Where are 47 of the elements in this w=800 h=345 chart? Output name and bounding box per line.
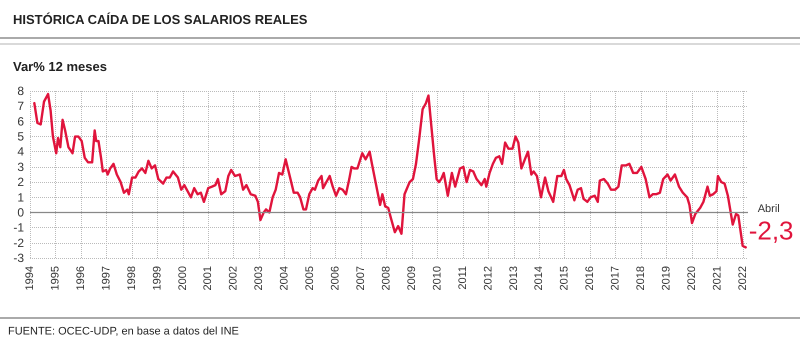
y-tick-label: -1 (13, 220, 24, 235)
x-tick-label: 2018 (635, 266, 648, 290)
y-tick-label: 7 (17, 99, 24, 114)
y-tick-label: 6 (17, 114, 24, 128)
x-tick-label: 2002 (228, 266, 240, 290)
chart-subtitle: Var% 12 meses (13, 59, 107, 74)
x-tick-label: 1995 (49, 266, 62, 290)
x-tick-label: 2001 (202, 266, 214, 290)
x-tick-label: 2022 (736, 266, 749, 290)
x-tick-label: 2014 (533, 266, 546, 290)
x-tick-label: 2003 (253, 266, 266, 290)
x-tick-label: 2016 (584, 266, 596, 290)
x-tick-label: 1997 (100, 266, 112, 290)
y-tick-label: 8 (17, 84, 24, 98)
y-tick-label: 1 (17, 190, 24, 204)
x-tick-label: 2021 (711, 266, 724, 290)
y-tick-label: -2 (13, 236, 24, 250)
y-tick-label: 4 (17, 144, 24, 159)
x-tick-label: 2004 (278, 266, 291, 290)
y-tick-label: 5 (17, 130, 24, 144)
x-tick-label: 1996 (74, 266, 87, 290)
annotation: -2,3 (748, 215, 794, 246)
x-tick-label: 2010 (431, 266, 444, 290)
x-tick-label: 2012 (482, 266, 494, 290)
x-tick-label: 2015 (558, 266, 571, 290)
y-tick-label: 3 (17, 160, 24, 174)
source-note: FUENTE: OCEC-UDP, en base a datos del INE (8, 326, 239, 338)
x-tick-label: 1994 (24, 266, 36, 290)
x-tick-label: 2017 (610, 266, 622, 290)
x-tick-label: 2013 (508, 266, 520, 290)
x-tick-label: 1998 (126, 266, 138, 290)
text: Abril (758, 202, 780, 215)
y-tick-label: -3 (13, 251, 24, 265)
x-tick-label: 2006 (330, 266, 342, 290)
x-tick-label: 2005 (304, 266, 316, 290)
x-tick-label: 2011 (456, 266, 469, 290)
x-tick-label: 2009 (406, 266, 418, 290)
x-tick-label: 2008 (380, 266, 392, 290)
y-tick-label: 2 (17, 175, 24, 190)
x-tick-label: 2007 (354, 266, 367, 290)
x-tick-label: 2019 (660, 266, 673, 290)
y-tick-label: 0 (17, 205, 24, 220)
chart-title: HISTÓRICA CAÍDA DE LOS SALARIOS REALES (13, 12, 308, 27)
line-series (33, 92, 747, 249)
x-tick-label: 2020 (686, 266, 698, 290)
x-tick-label: 2000 (176, 266, 189, 290)
x-tick-label: 1999 (151, 266, 164, 290)
